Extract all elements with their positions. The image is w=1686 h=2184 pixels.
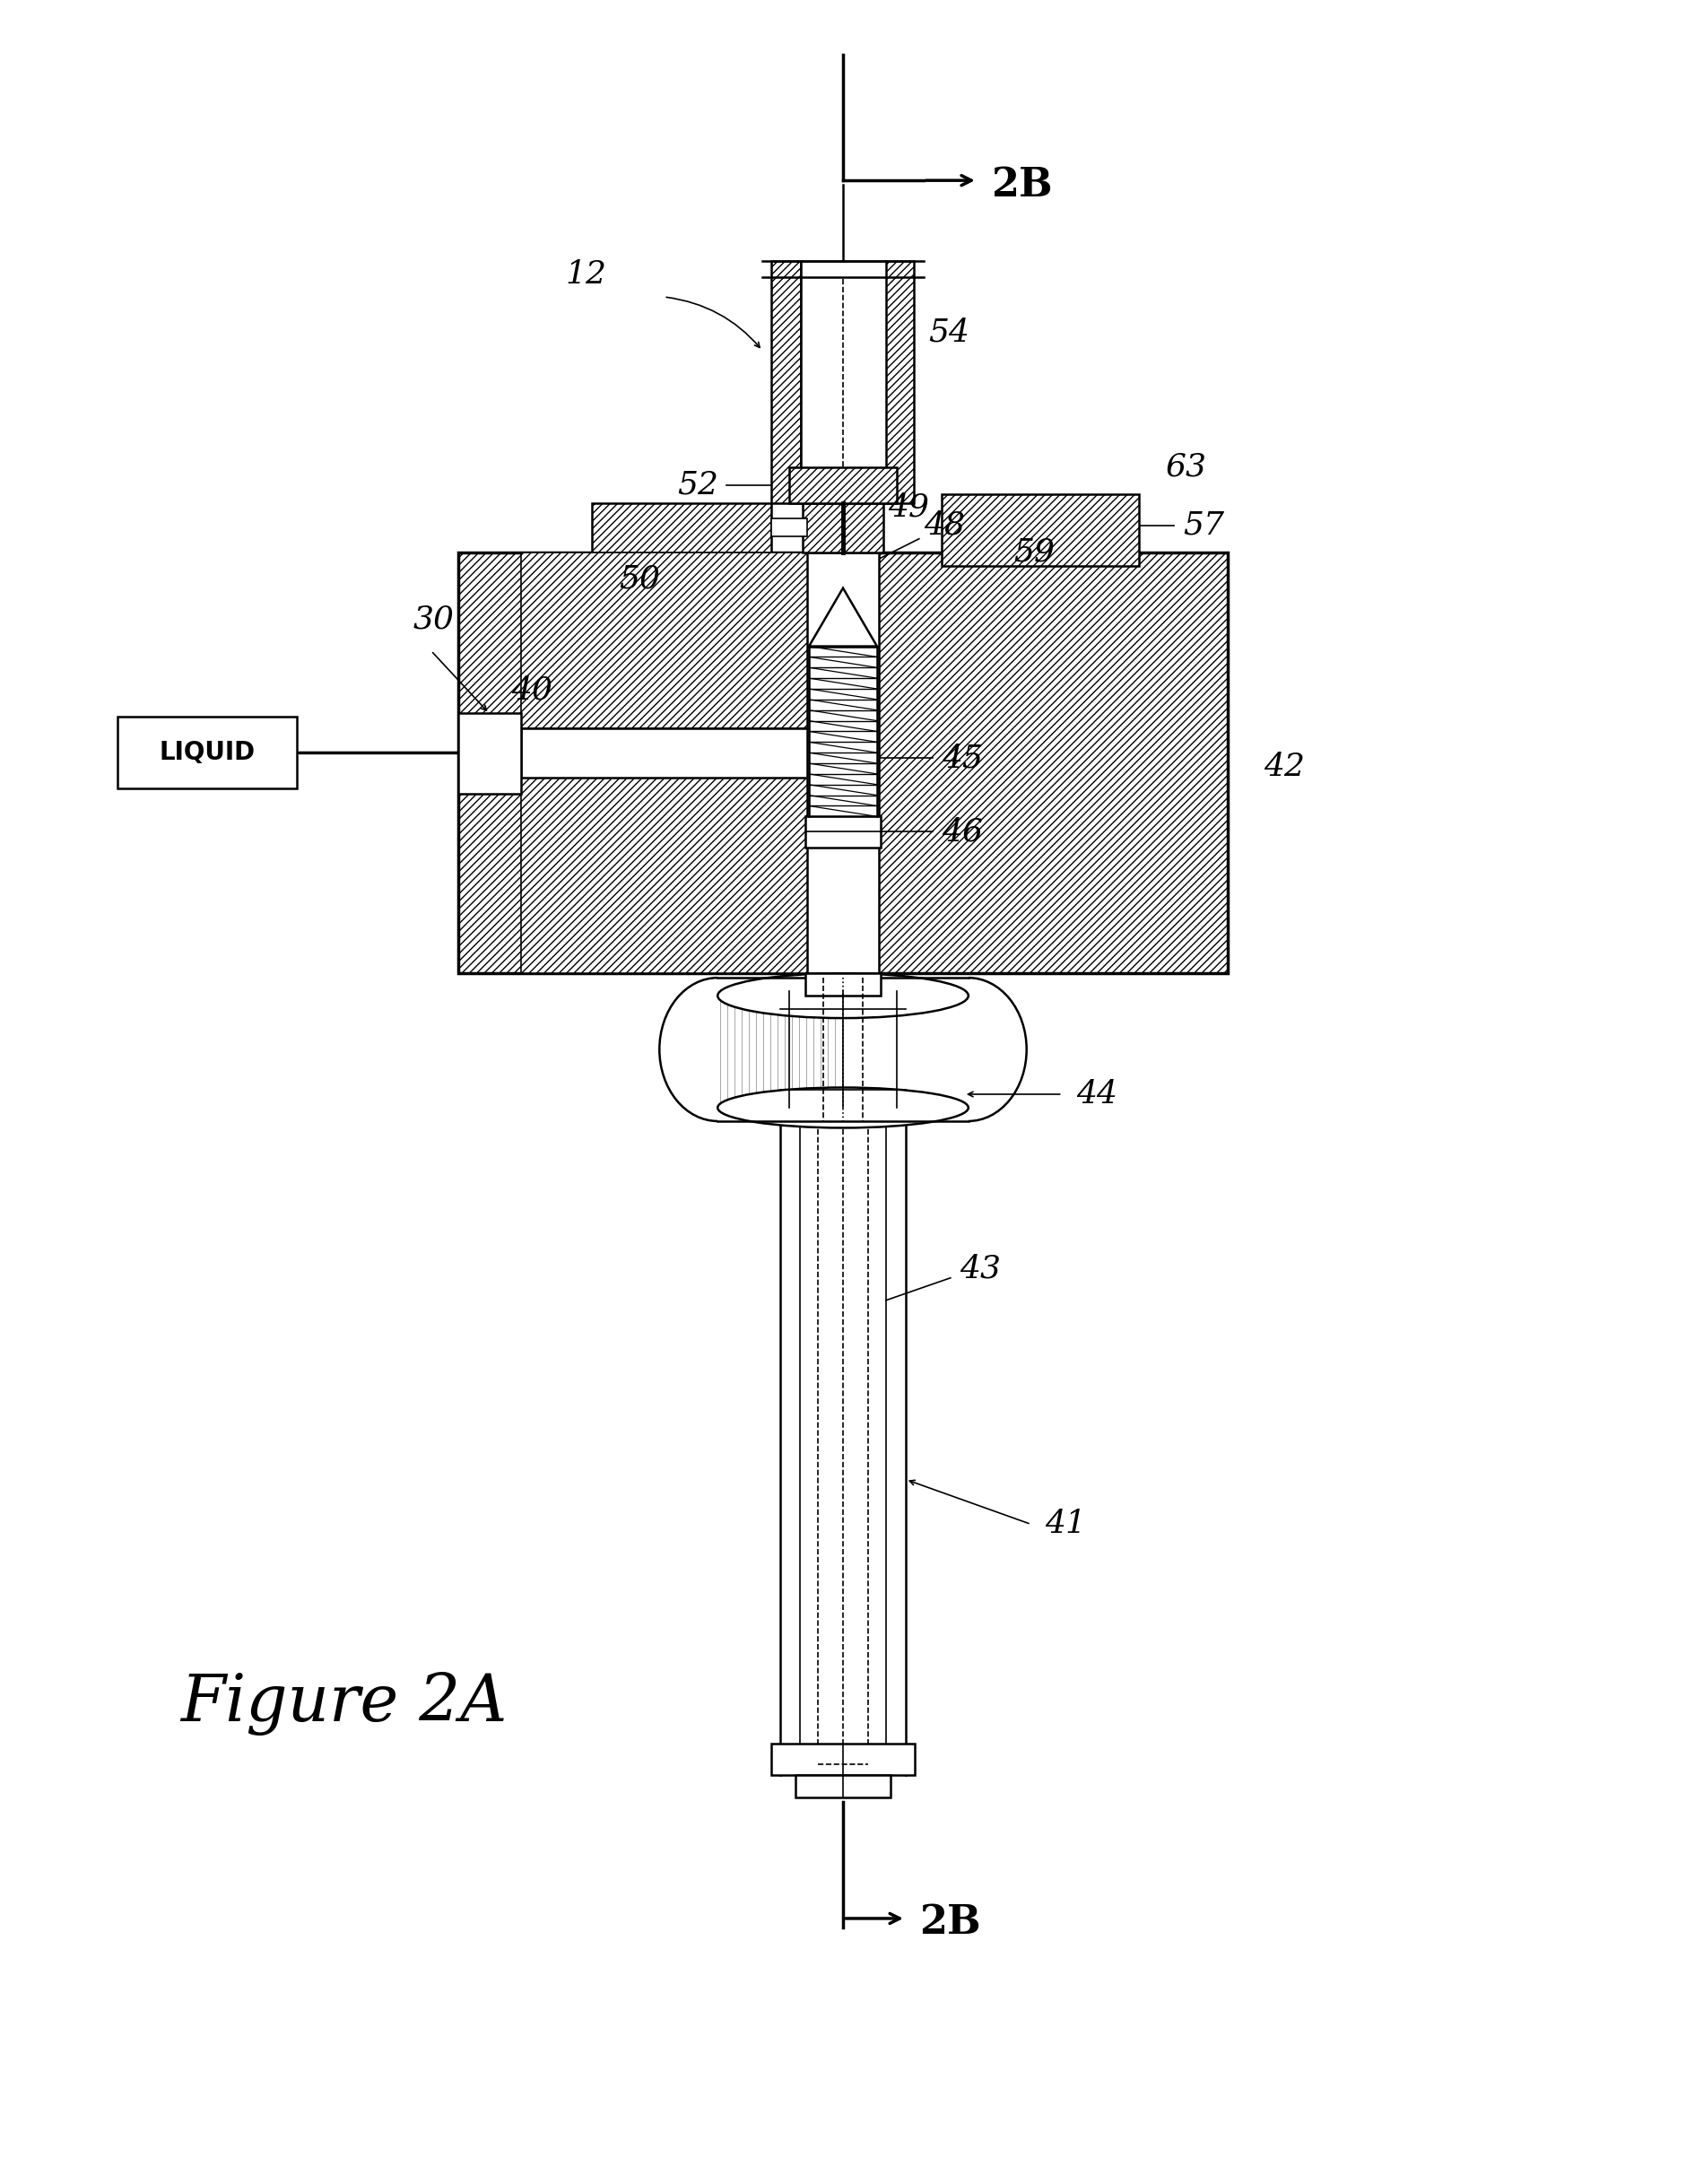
Text: 45: 45 xyxy=(941,743,983,773)
Text: LIQUID: LIQUID xyxy=(158,740,255,764)
Bar xyxy=(457,714,521,795)
Text: 63: 63 xyxy=(1165,452,1205,483)
Text: 41: 41 xyxy=(1044,1509,1086,1540)
Bar xyxy=(804,817,880,847)
Polygon shape xyxy=(809,587,877,646)
Bar xyxy=(796,1776,890,1797)
Text: 2B: 2B xyxy=(990,166,1052,203)
Text: 43: 43 xyxy=(959,1254,1000,1284)
Text: 48: 48 xyxy=(924,511,964,542)
Bar xyxy=(808,553,878,974)
Ellipse shape xyxy=(717,974,968,1018)
Bar xyxy=(521,778,809,974)
Bar xyxy=(789,467,897,502)
Bar xyxy=(771,518,808,535)
Bar xyxy=(885,262,914,502)
Text: 54: 54 xyxy=(927,317,969,347)
Text: 49: 49 xyxy=(887,491,929,522)
Text: 46: 46 xyxy=(941,817,983,847)
Text: 42: 42 xyxy=(1263,751,1305,782)
Text: 30: 30 xyxy=(413,605,454,636)
Text: 50: 50 xyxy=(619,563,659,594)
Bar xyxy=(592,502,771,553)
Bar xyxy=(801,262,885,502)
Bar xyxy=(771,1743,914,1776)
Text: Figure 2A: Figure 2A xyxy=(180,1671,507,1736)
Bar xyxy=(803,502,883,553)
Text: 2B: 2B xyxy=(919,1904,980,1942)
Text: 40: 40 xyxy=(511,675,553,705)
Bar xyxy=(804,974,880,996)
Text: 44: 44 xyxy=(1076,1079,1116,1109)
Bar xyxy=(771,262,801,502)
Text: 52: 52 xyxy=(678,470,718,500)
Text: 12: 12 xyxy=(565,260,607,290)
Bar xyxy=(118,716,297,788)
Bar xyxy=(457,553,1227,974)
Bar xyxy=(941,494,1138,566)
Ellipse shape xyxy=(717,1088,968,1127)
Text: 59: 59 xyxy=(1013,537,1054,568)
Bar xyxy=(521,729,809,778)
Bar xyxy=(521,553,809,729)
Text: 57: 57 xyxy=(1182,511,1224,542)
